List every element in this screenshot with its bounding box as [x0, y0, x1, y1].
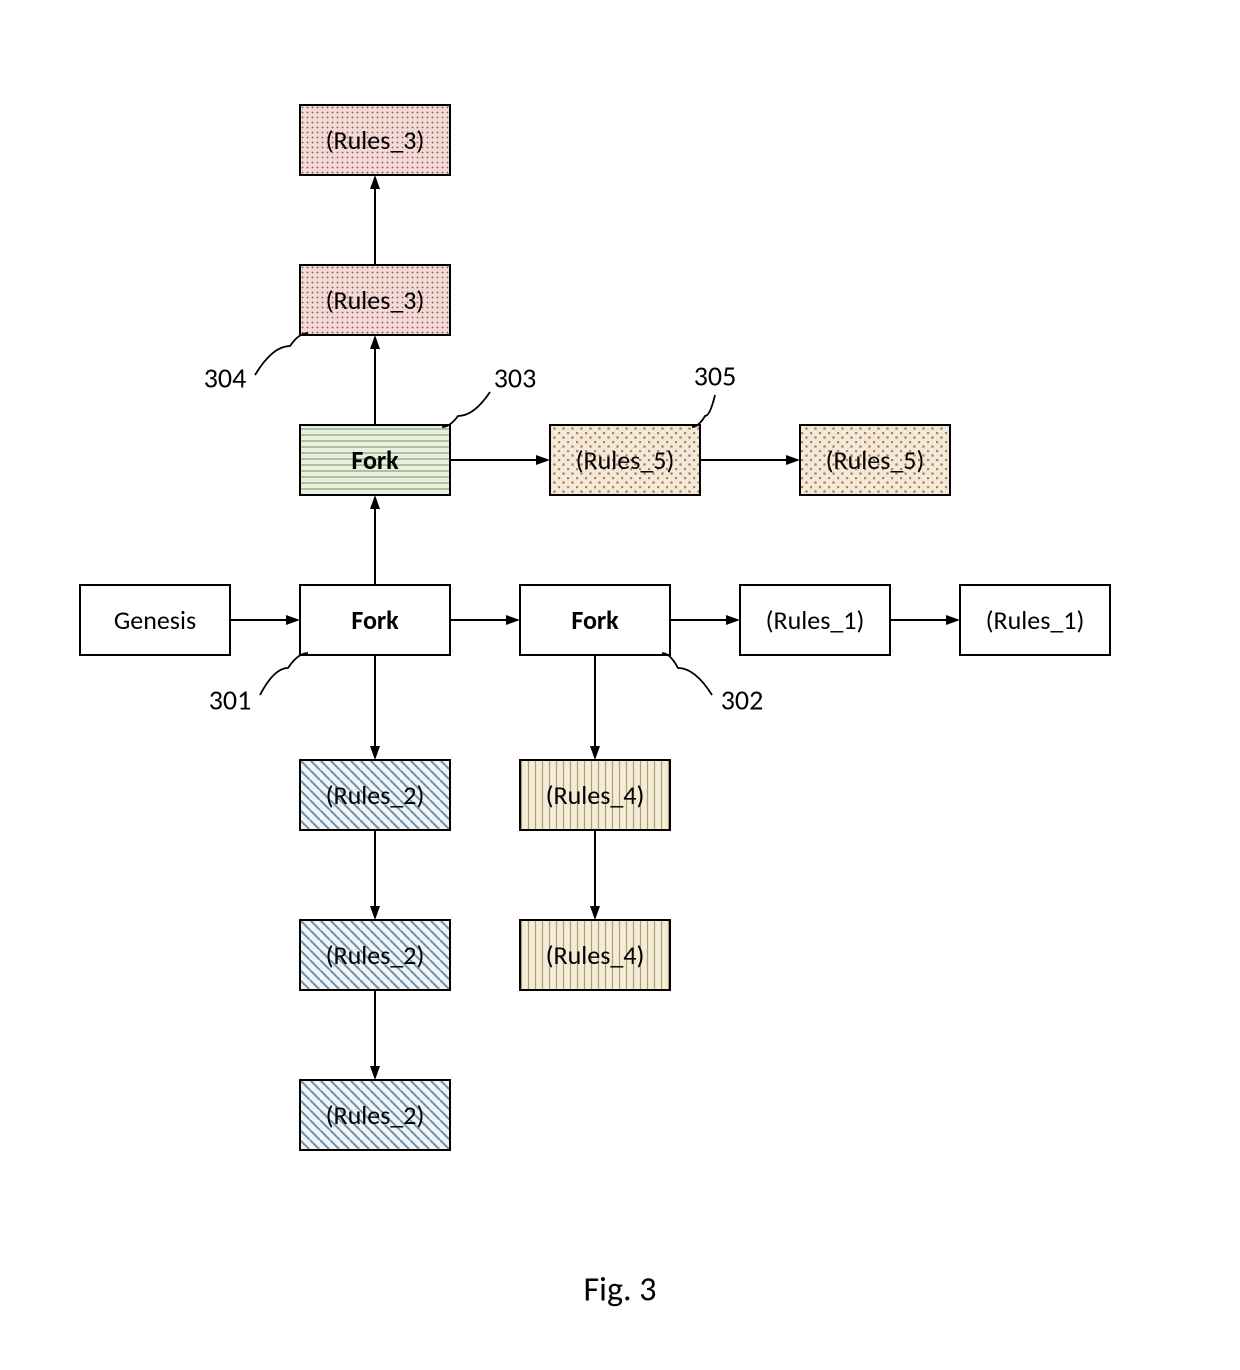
callout-label: 301	[209, 683, 252, 718]
callout-label: 304	[204, 361, 247, 396]
node-label: (Rules_1)	[766, 604, 865, 636]
node-fork1: Fork	[300, 585, 450, 655]
node-label: (Rules_3)	[326, 284, 425, 316]
callout-label: 303	[494, 361, 537, 396]
node-r3b: (Rules_3)	[300, 105, 450, 175]
diagram-canvas: Genesis Fork Fork (Rules_1) (Rules_1) Fork (Ru…	[0, 0, 1240, 1370]
node-r3a: (Rules_3)	[300, 265, 450, 335]
node-label: (Rules_2)	[326, 939, 425, 971]
node-r2c: (Rules_2)	[300, 1080, 450, 1150]
node-label: (Rules_2)	[326, 1099, 425, 1131]
node-label: (Rules_5)	[576, 444, 675, 476]
node-r2a: (Rules_2)	[300, 760, 450, 830]
node-label: (Rules_2)	[326, 779, 425, 811]
node-label: Fork	[351, 604, 399, 636]
node-fork3: Fork	[300, 425, 450, 495]
node-r1b: (Rules_1)	[960, 585, 1110, 655]
callout-label: 305	[694, 359, 737, 394]
callout-label: 302	[721, 683, 764, 718]
node-label: (Rules_5)	[826, 444, 925, 476]
node-r5b: (Rules_5)	[800, 425, 950, 495]
node-r5a: (Rules_5)	[550, 425, 700, 495]
node-label: Fork	[571, 604, 619, 636]
callout-leader	[260, 653, 308, 695]
node-r2b: (Rules_2)	[300, 920, 450, 990]
callout-leader	[442, 392, 490, 427]
node-r4b: (Rules_4)	[520, 920, 670, 990]
callout-leader	[662, 653, 712, 695]
node-label: (Rules_4)	[546, 779, 645, 811]
node-label: (Rules_3)	[326, 124, 425, 156]
node-label: Fork	[351, 444, 399, 476]
node-genesis: Genesis	[80, 585, 230, 655]
callout-leader	[255, 333, 308, 375]
node-r1a: (Rules_1)	[740, 585, 890, 655]
figure-caption: Fig. 3	[584, 1270, 657, 1311]
node-label: (Rules_4)	[546, 939, 645, 971]
node-r4a: (Rules_4)	[520, 760, 670, 830]
callout-leader	[692, 395, 715, 427]
node-label: Genesis	[114, 604, 196, 636]
node-fork2: Fork	[520, 585, 670, 655]
node-label: (Rules_1)	[986, 604, 1085, 636]
